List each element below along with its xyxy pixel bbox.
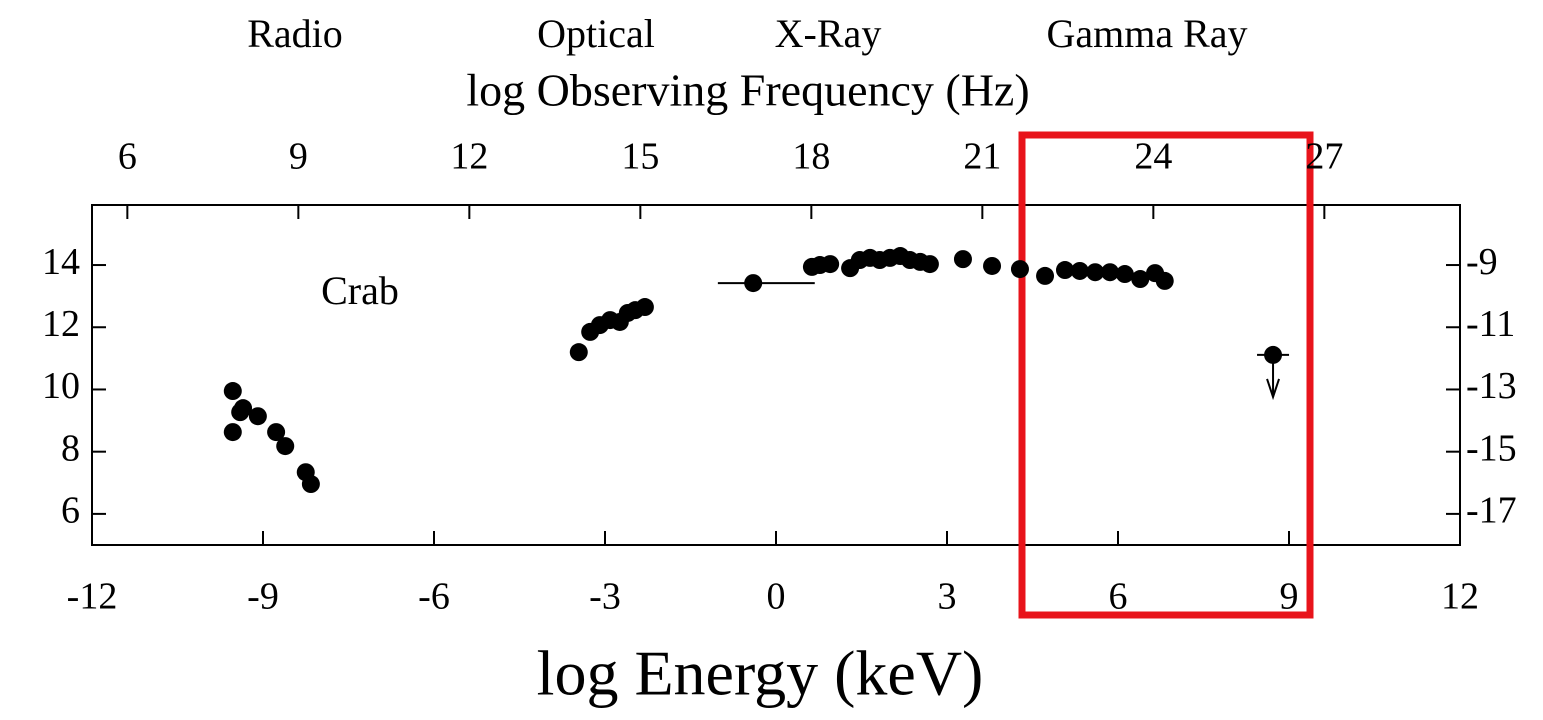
x2-tick-label: 27 [1305, 136, 1343, 178]
data-point [1131, 270, 1150, 289]
data-point [301, 475, 320, 494]
data-point [1070, 261, 1089, 280]
data-point [1101, 263, 1120, 282]
band-label: Optical [537, 11, 655, 56]
x2-axis-title: log Observing Frequency (Hz) [466, 65, 1029, 116]
data-point [744, 274, 763, 293]
y-tick-label: 10 [42, 365, 80, 407]
data-point [1010, 260, 1029, 279]
x-tick-label: 12 [1441, 576, 1479, 618]
data-point [983, 256, 1002, 275]
y2-tick-label: -17 [1466, 490, 1517, 532]
x-tick-label: -9 [247, 576, 279, 618]
x-tick-label: -12 [67, 576, 118, 618]
x-tick-label: 0 [767, 576, 786, 618]
band-label: X-Ray [775, 11, 882, 56]
y-tick-label: 12 [42, 303, 80, 345]
x2-tick-label: 24 [1134, 136, 1172, 178]
plot-frame [91, 204, 1461, 546]
x2-tick-label: 9 [289, 136, 308, 178]
data-point [1155, 271, 1174, 290]
y2-tick-label: -15 [1466, 427, 1517, 469]
data-point [1115, 265, 1134, 284]
x2-tick-label: 18 [792, 136, 830, 178]
x-tick-label: 6 [1109, 576, 1128, 618]
y-tick-label: 14 [42, 241, 80, 283]
x-tick-label: -3 [589, 576, 621, 618]
data-point [234, 399, 253, 418]
data-point [267, 423, 286, 442]
band-label: Radio [247, 11, 343, 56]
data-point [276, 437, 295, 456]
data-point [1055, 261, 1074, 280]
y2-tick-label: -9 [1466, 241, 1498, 283]
upper-limit-head [1266, 378, 1280, 401]
y-tick-label: 6 [61, 490, 80, 532]
data-point [821, 255, 840, 274]
x-axis-title: log Energy (keV) [537, 638, 984, 709]
data-point [569, 343, 588, 362]
data-point [920, 255, 939, 274]
y2-tick-label: -13 [1466, 365, 1517, 407]
data-point [223, 382, 242, 401]
data-point [953, 250, 972, 269]
y2-tick-label: -11 [1466, 303, 1515, 345]
x2-tick-label: 21 [963, 136, 1001, 178]
upper-limit-point [1264, 345, 1283, 364]
x-tick-label: 9 [1280, 576, 1299, 618]
x2-tick-label: 15 [621, 136, 659, 178]
x2-tick-label: 12 [450, 136, 488, 178]
x-tick-label: 3 [938, 576, 957, 618]
x2-tick-label: 6 [118, 136, 137, 178]
chart-label: Crab [321, 268, 399, 313]
data-point [635, 298, 654, 317]
band-label: Gamma Ray [1046, 11, 1247, 56]
data-point [223, 423, 242, 442]
data-point [248, 407, 267, 426]
data-point [1086, 263, 1105, 282]
x-tick-label: -6 [418, 576, 450, 618]
y-tick-label: 8 [61, 427, 80, 469]
data-point [1036, 266, 1055, 285]
highlight-box [1018, 131, 1314, 619]
